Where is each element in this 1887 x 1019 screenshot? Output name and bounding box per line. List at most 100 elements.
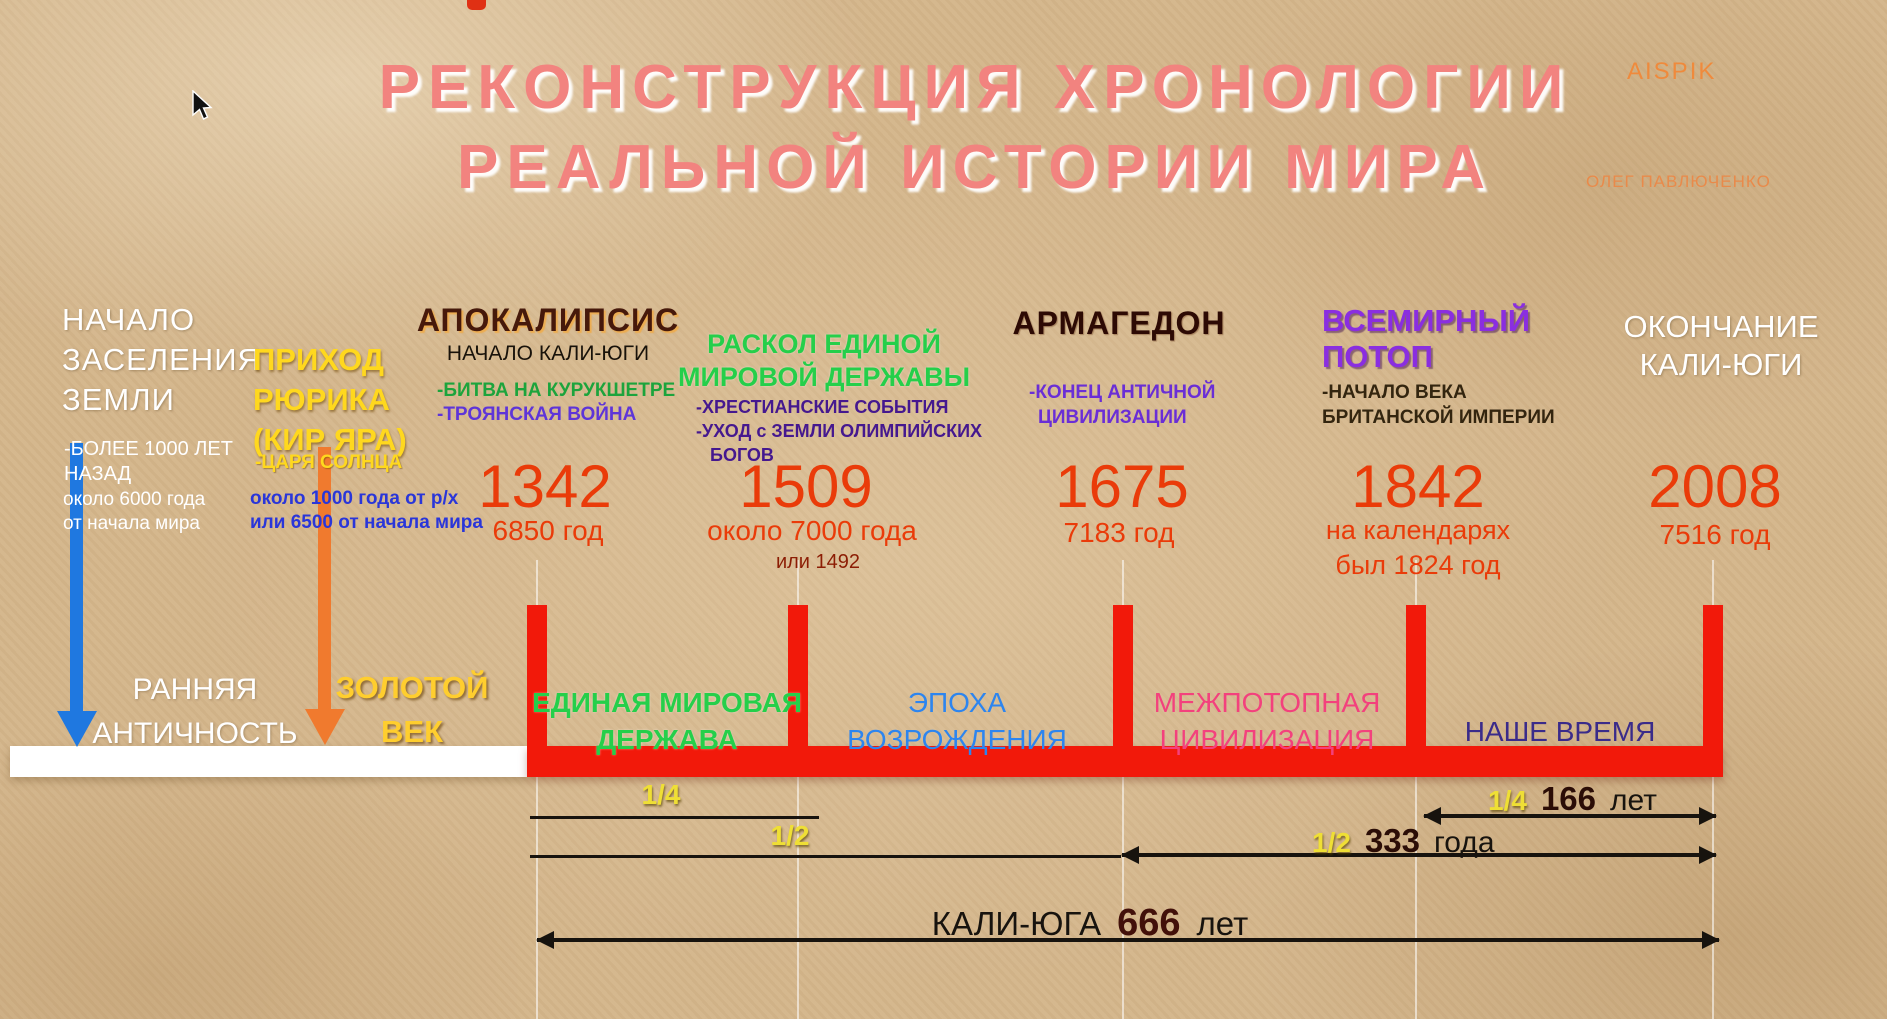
event-flood-title-line1: ВСЕМИРНЫЙ	[1322, 303, 1531, 338]
event-rurik-title-line3: (КИР ЯРА)	[253, 422, 407, 457]
event-flood-alt-year-line1: на календарях	[1325, 515, 1511, 545]
event-settlement-subnote-line1: около 6000 года	[63, 489, 206, 510]
event-schism-title: РАСКОЛ ЕДИНОЙ МИРОВОЙ ДЕРЖАВЫ	[678, 328, 970, 394]
event-schism-bullet-2-line1: -УХОД с ЗЕМЛИ ОЛИМПИЙСКИХ	[696, 421, 983, 441]
event-settlement-subnote: около 6000 года от начала мира	[63, 488, 205, 536]
half-unit: года	[1434, 826, 1495, 859]
event-schism-alt-year-2: или 1492	[775, 551, 861, 573]
quarter-unit: лет	[1610, 784, 1657, 817]
event-apocalypse-year: 1342	[478, 453, 612, 520]
event-kali-end-title-line1: ОКОНЧАНИЕ	[1623, 309, 1819, 344]
event-schism-alt-year: около 7000 года	[707, 515, 917, 546]
era-early-antiquity-line1: РАННЯЯ	[132, 673, 258, 706]
orange-down-arrow	[318, 447, 331, 711]
event-flood-alt-year-line2: был 1824 год	[1335, 550, 1501, 580]
event-rurik-title-line2: РЮРИКА	[253, 382, 390, 417]
quarter-value: 166	[1540, 780, 1596, 817]
event-kali-end-alt-year: 7516 год	[1659, 519, 1771, 550]
gridline	[1122, 777, 1124, 1019]
era-world-power-line1: ЕДИНАЯ МИРОВАЯ	[532, 687, 802, 718]
gridline	[1415, 560, 1417, 605]
era-interflood-line2: ЦИВИЛИЗАЦИЯ	[1159, 724, 1375, 755]
event-armageddon-bullet: -КОНЕЦ АНТИЧНОЙ ЦИВИЛИЗАЦИИ	[1029, 380, 1215, 430]
kali-yuga-double-arrow	[537, 938, 1719, 942]
half-left-label: 1/2	[770, 820, 810, 851]
timeline-tick-1842	[1406, 605, 1426, 777]
quarter-double-arrow	[1424, 814, 1716, 818]
red-fragment-icon	[467, 0, 486, 10]
event-schism-bullet-2-line2: БОГОВ	[710, 445, 774, 465]
event-kali-end-title: ОКОНЧАНИЕ КАЛИ-ЮГИ	[1623, 308, 1818, 384]
timeline-tick-1675	[1113, 605, 1133, 777]
event-armageddon-bullet-line1: -КОНЕЦ АНТИЧНОЙ	[1029, 382, 1216, 403]
gridline	[797, 777, 799, 1019]
event-armageddon-title: АРМАГЕДОН	[1012, 305, 1226, 341]
event-flood-alt-year: на календарях был 1824 год	[1326, 513, 1510, 583]
event-apocalypse-bullet-1: -БИТВА НА КУРУКШЕТРЕ	[437, 380, 676, 401]
quarter-right-measure: 1/4 166 лет	[1488, 780, 1657, 818]
gridline	[1712, 560, 1714, 605]
quarter-left-label: 1/4	[641, 779, 681, 810]
event-settlement-note: -БОЛЕЕ 1000 ЛЕТ НАЗАД	[64, 437, 233, 487]
era-renaissance-line1: ЭПОХА	[907, 687, 1007, 718]
white-timeline-bar	[10, 746, 527, 777]
quarter-left-line	[530, 816, 819, 819]
timeline-tick-1509	[788, 605, 808, 777]
event-settlement-title-line1: НАЧАЛО	[62, 302, 196, 337]
event-settlement-note-line1: -БОЛЕЕ 1000 ЛЕТ	[64, 438, 233, 460]
event-kali-end-year: 2008	[1648, 453, 1782, 520]
event-rurik-title: ПРИХОД РЮРИКА (КИР ЯРА)	[253, 340, 407, 460]
half-double-arrow	[1122, 853, 1716, 857]
gridline	[1122, 560, 1124, 605]
quarter-right-label: 1/4	[1488, 785, 1527, 816]
era-golden-age-line1: ЗОЛОТОЙ	[335, 670, 489, 705]
era-golden-age-label: ЗОЛОТОЙ ВЕК	[336, 666, 489, 754]
event-apocalypse-bullet-2: -ТРОЯНСКАЯ ВОЙНА	[437, 404, 637, 425]
era-early-antiquity-label: РАННЯЯ АНТИЧНОСТЬ	[92, 668, 297, 756]
event-armageddon-alt-year: 7183 год	[1063, 517, 1175, 548]
timeline-tick-2008	[1703, 605, 1723, 777]
event-apocalypse-alt-year: 6850 год	[492, 515, 604, 546]
event-schism-title-line2: МИРОВОЙ ДЕРЖАВЫ	[677, 362, 971, 392]
era-renaissance-label: ЭПОХА ВОЗРОЖДЕНИЯ	[847, 684, 1067, 758]
event-schism-title-line1: РАСКОЛ ЕДИНОЙ	[707, 329, 941, 359]
event-schism-bullet-1: -ХРЕСТИАНСКИЕ СОБЫТИЯ	[696, 397, 949, 417]
gridline	[797, 560, 799, 605]
gridline	[1415, 777, 1417, 1019]
event-settlement-title-line3: ЗЕМЛИ	[62, 382, 175, 417]
kali-yuga-unit: лет	[1196, 905, 1249, 942]
cursor-icon	[190, 89, 214, 127]
half-right-label: 1/2	[1312, 827, 1351, 858]
era-interflood-label: МЕЖПОТОПНАЯ ЦИВИЛИЗАЦИЯ	[1154, 684, 1381, 758]
kali-yuga-total-measure: КАЛИ-ЮГА 666 лет	[932, 902, 1248, 945]
event-apocalypse-subtitle: НАЧАЛО КАЛИ-ЮГИ	[446, 342, 650, 365]
timeline-tick-1342	[527, 605, 547, 777]
page-title-line2: РЕАЛЬНОЙ ИСТОРИИ МИРА	[456, 133, 1494, 202]
event-flood-bullet-line2: БРИТАНСКОЙ ИМПЕРИИ	[1322, 407, 1555, 428]
event-schism-bullet-2: -УХОД с ЗЕМЛИ ОЛИМПИЙСКИХ БОГОВ	[696, 419, 982, 467]
brand-label: AISPIK	[1627, 58, 1717, 85]
event-rurik-subnote: около 1000 года от р/х или 6500 от начал…	[250, 487, 483, 535]
half-right-measure: 1/2 333 года	[1312, 822, 1495, 860]
event-apocalypse-title: АПОКАЛИПСИС	[416, 302, 680, 338]
event-rurik-subnote-line1: около 1000 года от р/х	[250, 488, 459, 509]
gridline	[536, 777, 538, 1019]
era-world-power-label: ЕДИНАЯ МИРОВАЯ ДЕРЖАВА	[532, 684, 802, 758]
event-settlement-subnote-line2: от начала мира	[63, 513, 200, 534]
event-settlement-title-line2: ЗАСЕЛЕНИЯ	[62, 342, 261, 377]
gridline	[1712, 777, 1714, 1019]
cursor-arrow-icon	[192, 89, 213, 120]
event-kali-end-title-line2: КАЛИ-ЮГИ	[1639, 347, 1803, 382]
event-settlement-title: НАЧАЛО ЗАСЕЛЕНИЯ ЗЕМЛИ	[62, 300, 261, 420]
page-title: РЕКОНСТРУКЦИЯ ХРОНОЛОГИИ РЕАЛЬНОЙ ИСТОРИ…	[379, 48, 1572, 208]
event-flood-bullet: -НАЧАЛО ВЕКА БРИТАНСКОЙ ИМПЕРИИ	[1322, 380, 1555, 430]
event-settlement-note-line2: НАЗАД	[64, 463, 132, 485]
event-rurik-note: -ЦАРЯ СОЛНЦА	[255, 452, 403, 473]
gridline	[536, 560, 538, 605]
kali-yuga-value: 666	[1117, 902, 1181, 944]
era-world-power-line2: ДЕРЖАВА	[596, 724, 738, 755]
half-value: 333	[1364, 822, 1420, 859]
orange-down-arrow-head-icon	[305, 709, 345, 745]
event-armageddon-year: 1675	[1055, 453, 1189, 520]
